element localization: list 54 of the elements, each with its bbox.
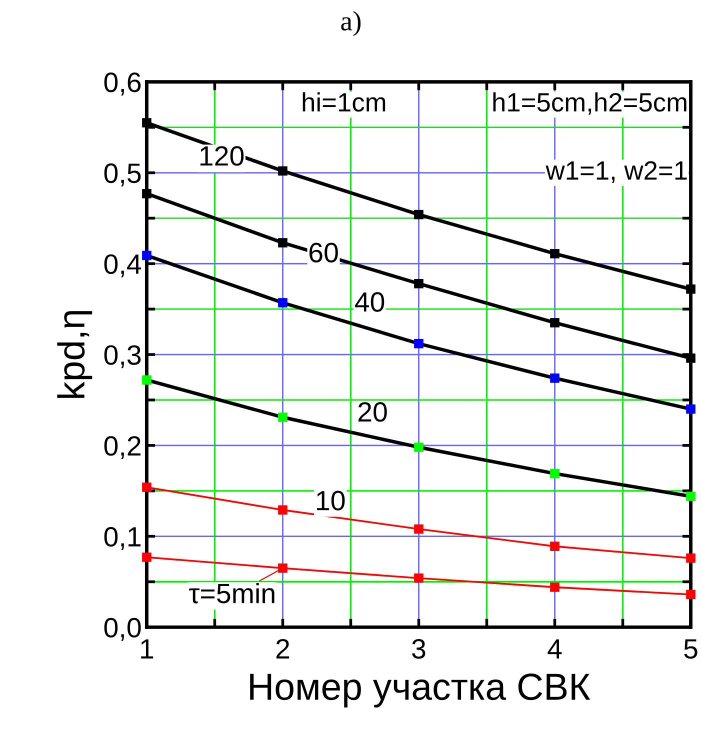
point bbox=[414, 524, 424, 534]
point bbox=[686, 354, 696, 363]
point bbox=[142, 189, 152, 198]
point bbox=[550, 468, 560, 478]
point bbox=[278, 412, 288, 422]
legend-label: τ=5min bbox=[189, 582, 274, 604]
series-label: 120 bbox=[200, 146, 244, 166]
point bbox=[550, 318, 560, 328]
point bbox=[550, 374, 560, 383]
point bbox=[686, 284, 696, 294]
point bbox=[142, 375, 152, 385]
y-tick-label: 0,0 bbox=[104, 618, 141, 641]
point bbox=[414, 573, 424, 583]
point bbox=[278, 238, 288, 248]
x-axis-title: Номер участка СВК bbox=[250, 674, 590, 708]
point bbox=[278, 298, 288, 308]
point bbox=[414, 442, 424, 452]
annotation: w1=1, w2=1 bbox=[546, 161, 687, 183]
x-tick-label: 5 bbox=[684, 639, 698, 659]
point bbox=[414, 278, 424, 288]
y-tick-label: 0,1 bbox=[104, 526, 141, 550]
chart-title: a) bbox=[341, 10, 361, 36]
point bbox=[142, 118, 152, 128]
x-tick-label: 4 bbox=[548, 639, 562, 658]
x-tick-label: 2 bbox=[276, 639, 290, 658]
point bbox=[550, 248, 560, 258]
series-label: 60 bbox=[310, 242, 338, 262]
x-tick-label: 1 bbox=[141, 639, 154, 658]
point bbox=[278, 505, 288, 515]
annotation: h1=5cm,h2=5cm bbox=[493, 92, 686, 115]
annotation: hi=1cm bbox=[302, 92, 386, 112]
point bbox=[414, 338, 424, 348]
point bbox=[550, 582, 560, 592]
y-axis-title: kpd,η bbox=[57, 311, 92, 398]
point bbox=[686, 590, 696, 600]
y-tick-label: 0,3 bbox=[104, 345, 141, 368]
point bbox=[414, 210, 424, 220]
point bbox=[142, 552, 152, 562]
point bbox=[686, 553, 696, 563]
point bbox=[278, 166, 288, 176]
point bbox=[142, 482, 152, 492]
y-tick-label: 0,2 bbox=[104, 436, 140, 460]
y-tick-label: 0,4 bbox=[104, 254, 142, 278]
y-tick-label: 0,5 bbox=[104, 163, 141, 186]
series-label: 20 bbox=[358, 402, 387, 422]
point bbox=[686, 404, 696, 414]
series-label: 40 bbox=[354, 292, 384, 312]
point bbox=[142, 250, 152, 260]
point bbox=[550, 542, 560, 551]
point bbox=[278, 563, 288, 573]
series-label: 10 bbox=[317, 490, 345, 510]
y-tick-label: 0,6 bbox=[104, 72, 141, 96]
point bbox=[686, 492, 696, 501]
x-tick-label: 3 bbox=[412, 639, 426, 659]
